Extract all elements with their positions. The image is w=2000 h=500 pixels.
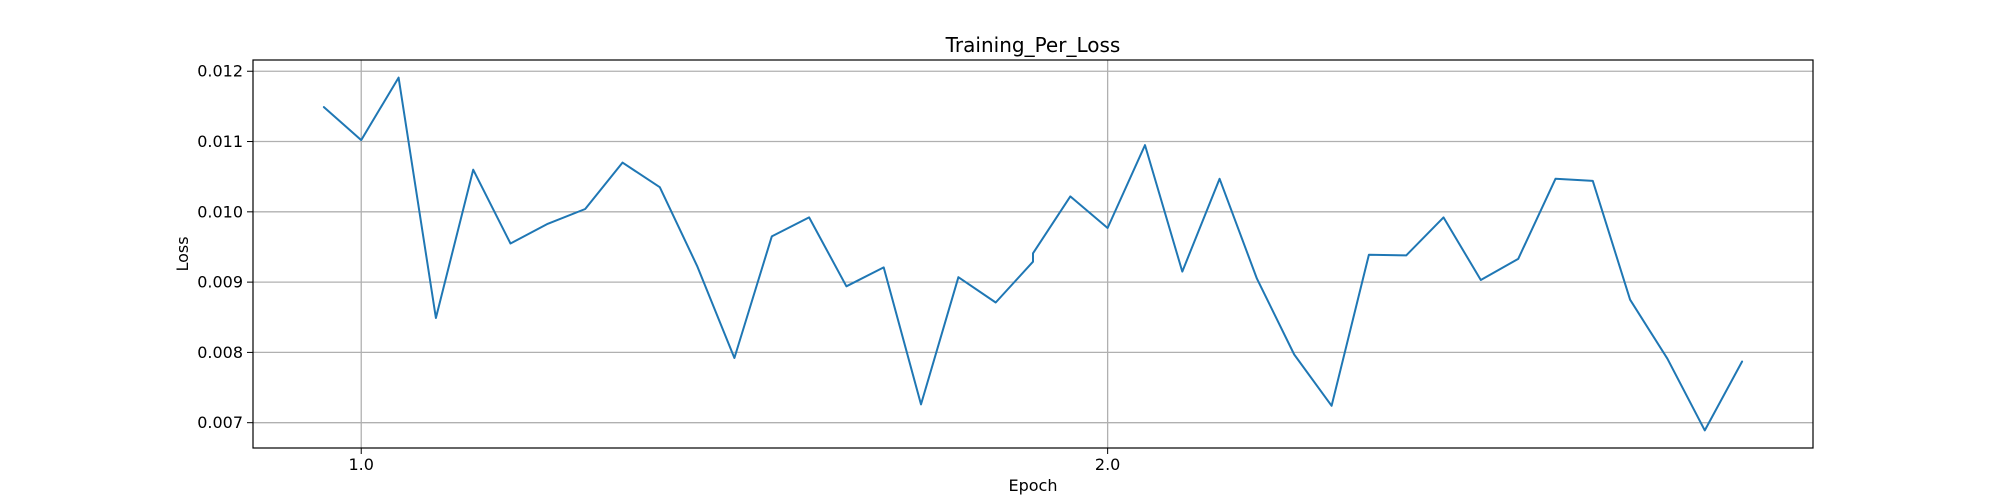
- y-tick-label: 0.011: [197, 132, 243, 151]
- y-tick-label: 0.010: [197, 202, 243, 221]
- y-axis-label: Loss: [173, 236, 192, 271]
- loss-series-line: [322, 76, 1744, 432]
- y-tick-label: 0.012: [197, 62, 243, 81]
- y-tick-label: 0.008: [197, 343, 243, 362]
- axis-ticks: 0.007 0.008 0.009 0.010 0.011 0.012 1.0 2.0: [197, 62, 1120, 474]
- series-group: [322, 76, 1744, 432]
- plot-frame: [252, 59, 1814, 449]
- chart-title: Training_Per_Loss: [945, 33, 1121, 57]
- y-tick-label: 0.007: [197, 413, 243, 432]
- x-tick-label: 1.0: [349, 455, 374, 474]
- x-axis-label: Epoch: [1009, 476, 1058, 495]
- x-tick-label: 2.0: [1095, 455, 1120, 474]
- gridlines: [253, 60, 1813, 448]
- y-tick-label: 0.009: [197, 273, 243, 292]
